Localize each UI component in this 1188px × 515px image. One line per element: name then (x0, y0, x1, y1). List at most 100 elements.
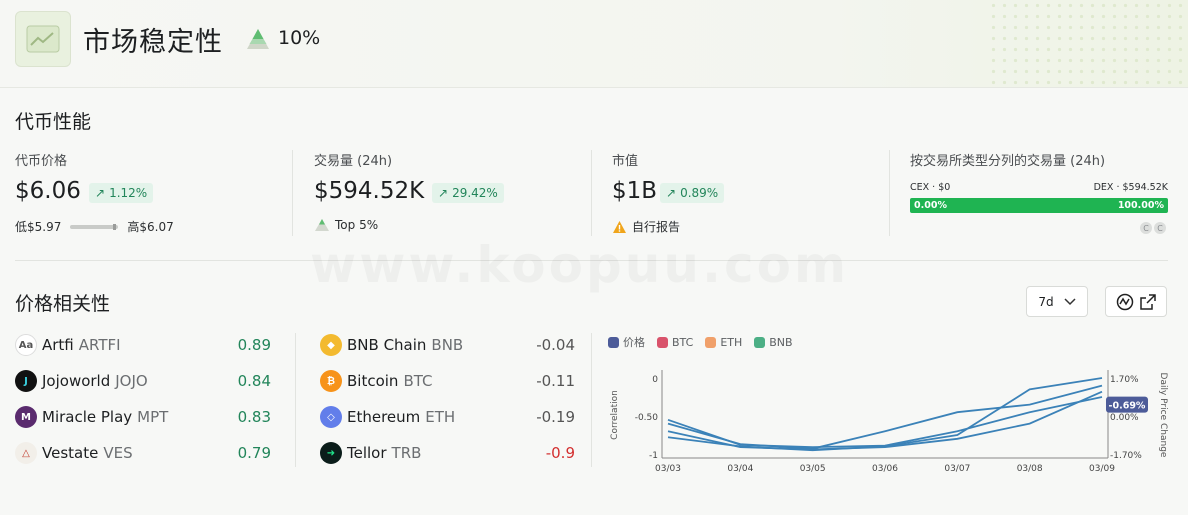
watermark: www.koopuu.com (310, 236, 849, 294)
correlation-row[interactable]: ➜ Tellor TRB -0.9 (320, 439, 575, 467)
stability-percent: 10% (278, 27, 321, 49)
legend-swatch (705, 336, 717, 348)
coin-symbol: BTC (403, 372, 433, 390)
volume-value: $594.52K (314, 178, 425, 204)
pyramid-icon (247, 29, 269, 49)
y-tick-label: 0 (652, 375, 658, 385)
legend-label: BNB (769, 335, 793, 349)
market-stability-logo (15, 11, 71, 67)
correlation-row[interactable]: J Jojoworld JOJO 0.84 (15, 367, 271, 395)
volume-change-badge: ↗ 29.42% (432, 183, 504, 203)
exchange-coin-icon: C (1154, 222, 1166, 234)
series-line-1 (667, 384, 1103, 450)
column-divider (295, 333, 296, 467)
correlation-row[interactable]: M Miracle Play MPT 0.83 (15, 403, 271, 431)
correlation-value: 0.89 (237, 336, 271, 354)
current-value-label: -0.69% (1109, 401, 1146, 412)
series-line-0 (667, 396, 1103, 449)
token-price-card: 代币价格 $6.06 ↗ 1.12% 低 $5.97 高 $6.07 (15, 150, 285, 240)
exchange-volume-label: 按交易所类型分列的交易量 (24h) (910, 154, 1106, 169)
performance-section-title: 代币性能 (15, 111, 92, 133)
token-price-label: 代币价格 (15, 154, 68, 169)
coin-name: Miracle Play (42, 408, 133, 426)
correlation-value: 0.79 (237, 444, 271, 462)
section-divider (15, 260, 1168, 261)
legend-swatch (754, 336, 766, 348)
x-tick-label: 03/09 (1089, 464, 1115, 474)
legend-item-price: 价格 (608, 334, 645, 350)
y-axis-label: Correlation (610, 390, 620, 440)
cex-percent: 0.00% (914, 200, 947, 211)
correlation-row[interactable]: △ Vestate VES 0.79 (15, 439, 271, 467)
price-range: 低 $5.97 高 $6.07 (15, 218, 174, 235)
y-right-tick-label: 0.00% (1110, 413, 1139, 423)
coin-symbol: VES (103, 444, 133, 462)
arrow-up-right-icon: ↗ (666, 186, 677, 200)
correlation-row[interactable]: ◇ Ethereum ETH -0.19 (320, 403, 575, 431)
current-value-badge (1106, 396, 1148, 413)
cex-dex-split: CEX · $0 DEX · $594.52K 0.00% 100.00% C … (910, 182, 1168, 234)
volume-card: 交易量 (24h) $594.52K ↗ 29.42% Top 5% (314, 150, 584, 240)
legend-item-btc: BTC (657, 334, 693, 350)
market-cap-label: 市值 (612, 154, 639, 169)
correlation-row[interactable]: ₿ Bitcoin BTC -0.11 (320, 367, 575, 395)
legend-label: BTC (672, 335, 694, 349)
volume-label: 交易量 (24h) (314, 154, 393, 169)
divider (292, 150, 293, 236)
coin-symbol: MPT (137, 408, 169, 426)
btc-icon: ₿ (320, 370, 342, 392)
y-tick-label: -1 (649, 451, 658, 461)
legend-label: 价格 (623, 336, 645, 349)
price-change-badge: ↗ 1.12% (89, 183, 154, 203)
bnb-icon: ◆ (320, 334, 342, 356)
header: 市场稳定性 10% (0, 0, 1188, 88)
coin-name: Jojoworld (42, 372, 111, 390)
correlation-row[interactable]: ◆ BNB Chain BNB -0.04 (320, 331, 575, 359)
chevron-down-icon (1064, 297, 1076, 305)
coin-symbol: JOJO (115, 372, 148, 390)
chart-view-icon[interactable] (1116, 293, 1134, 311)
y-right-axis-label: Daily Price Change (1158, 373, 1168, 458)
x-tick-label: 03/05 (800, 464, 826, 474)
arrow-up-right-icon: ↗ (438, 186, 449, 200)
correlation-value: -0.04 (536, 336, 575, 354)
chart-actions (1105, 286, 1167, 317)
series-line-2 (667, 377, 1103, 452)
x-tick-label: 03/07 (944, 464, 970, 474)
jojo-icon: J (15, 370, 37, 392)
cex-dex-bar: 0.00% 100.00% (910, 198, 1168, 213)
divider (889, 150, 890, 236)
x-tick-label: 03/06 (872, 464, 898, 474)
coin-symbol: ARTFI (78, 336, 121, 354)
x-tick-label: 03/04 (727, 464, 753, 474)
legend-label: ETH (720, 335, 743, 349)
price-range-bar (70, 223, 119, 230)
coin-name: Bitcoin (347, 372, 399, 390)
market-cap-card: 市值 $1B ↗ 0.89% 自行报告 (612, 150, 882, 240)
y-tick-label: -0.50 (635, 413, 659, 423)
volume-rank-text: Top 5% (335, 218, 379, 232)
x-tick-label: 03/03 (655, 464, 681, 474)
token-price-value: $6.06 (15, 178, 81, 204)
y-right-tick-label: -1.70% (1110, 451, 1142, 461)
correlation-section-title: 价格相关性 (15, 293, 111, 315)
coin-name: BNB Chain (347, 336, 427, 354)
exchange-icons: C C (1140, 222, 1166, 234)
range-marker (113, 223, 117, 230)
external-link-icon[interactable] (1140, 293, 1156, 310)
coin-name: Tellor (347, 444, 387, 462)
trb-icon: ➜ (320, 442, 342, 464)
coin-symbol: BNB (431, 336, 464, 354)
correlation-row[interactable]: Aa Artfi ARTFI 0.89 (15, 331, 271, 359)
divider (591, 150, 592, 236)
chart-legend: 价格 BTC ETH BNB (608, 334, 793, 350)
correlation-chart: 0 -0.50 -1 1.70% 0.00% -1.70% 03/03 03/04 03/05 0… (610, 370, 1168, 474)
volume-change-value: 29.42% (452, 186, 498, 200)
legend-swatch (608, 336, 619, 348)
period-select[interactable]: 7d (1026, 286, 1088, 317)
x-tick-label: 03/08 (1017, 464, 1043, 474)
market-cap-value: $1B (612, 178, 658, 204)
coin-name: Ethereum (347, 408, 421, 426)
high-value: $6.07 (139, 219, 174, 234)
high-label: 高 (127, 220, 140, 234)
